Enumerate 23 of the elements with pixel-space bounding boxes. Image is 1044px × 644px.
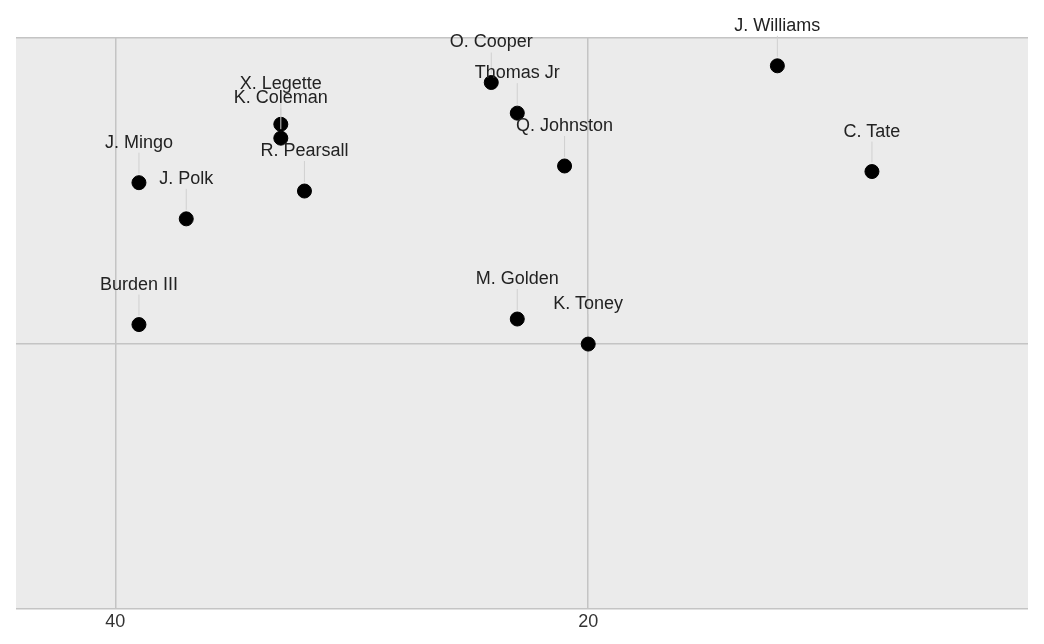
annotation: M. Golden <box>475 268 559 288</box>
annotation: J. Williams <box>734 14 821 35</box>
annotation: O. Cooper <box>449 31 533 52</box>
annotation: C. Tate <box>843 120 901 141</box>
point <box>864 164 880 180</box>
annotation: J. Mingo <box>104 131 173 152</box>
annotation: K. Toney <box>553 293 624 314</box>
point <box>178 211 194 227</box>
x-tick-label: 40 <box>105 611 126 632</box>
point <box>273 116 289 132</box>
annotation: Burden III <box>99 273 178 294</box>
annotation: J. Polk <box>159 167 215 188</box>
point <box>580 336 596 352</box>
annotation: Q. Johnston <box>516 114 614 135</box>
x-tick-label: 20 <box>578 611 599 632</box>
point <box>131 317 147 333</box>
annotation: Thomas Jr <box>474 62 560 83</box>
point <box>509 311 525 327</box>
point <box>296 183 312 199</box>
point <box>131 175 147 191</box>
annotation: R. Pearsall <box>260 140 349 160</box>
point <box>557 158 573 174</box>
point <box>769 58 785 74</box>
